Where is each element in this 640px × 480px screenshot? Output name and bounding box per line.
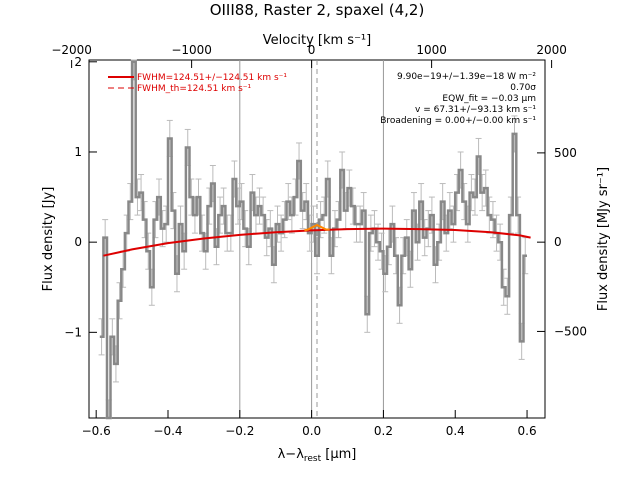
right-tick-label: −500	[554, 324, 587, 338]
top-tick-label: 0	[308, 43, 316, 57]
top-axis: −2000 −1000 0 1000 2000	[51, 43, 567, 68]
left-axis: −1 0 1 2	[64, 55, 97, 339]
x-tick-label: 0.2	[374, 424, 393, 438]
data-series-line	[99, 60, 527, 420]
chart-title: OIII88, Raster 2, spaxel (4,2)	[210, 1, 425, 19]
y-tick-label: 2	[74, 55, 82, 69]
top-tick-label: 2000	[536, 43, 567, 57]
y-tick-label: −1	[64, 325, 82, 339]
x-axis-label: λ−λrest [μm]	[278, 447, 357, 464]
right-axis-label: Flux density [MJy sr⁻¹]	[596, 167, 611, 311]
top-tick-label: −1000	[171, 43, 212, 57]
x-tick-label: 0.6	[518, 424, 537, 438]
x-tick-label: −0.6	[82, 424, 111, 438]
y-tick-label: 0	[74, 235, 82, 249]
x-tick-label: −0.2	[225, 424, 254, 438]
right-tick-label: 500	[554, 146, 577, 160]
y-tick-label: 1	[74, 145, 82, 159]
line-component-series	[304, 223, 330, 232]
right-tick-label: 0	[554, 235, 562, 249]
legend: FWHM=124.51+/−124.51 km s⁻¹ FWHM_th=124.…	[108, 73, 287, 94]
bottom-axis: −0.6 −0.4 −0.2 0.0 0.2 0.4 0.6	[82, 410, 537, 438]
x-tick-label: 0.0	[302, 424, 321, 438]
legend-label-fwhm: FWHM=124.51+/−124.51 km s⁻¹	[137, 73, 287, 83]
top-axis-label: Velocity [km s⁻¹]	[263, 33, 371, 48]
x-tick-label: −0.4	[153, 424, 182, 438]
annotation-broadening: Broadening = 0.00+/−0.00 km s⁻¹	[380, 116, 536, 126]
series-group	[99, 60, 531, 420]
annotation-flux: 9.90e−19+/−1.39e−18 W m⁻²	[397, 72, 536, 82]
reference-lines	[239, 60, 384, 418]
top-tick-label: −2000	[51, 43, 92, 57]
right-axis: −500 0 500	[537, 146, 587, 338]
annotations: 9.90e−19+/−1.39e−18 W m⁻² 0.70σ EQW_fit …	[380, 72, 536, 126]
top-tick-label: 1000	[416, 43, 447, 57]
legend-label-fwhm-th: FWHM_th=124.51 km s⁻¹	[137, 84, 252, 94]
annotation-eqw: EQW_fit = −0.03 μm	[442, 94, 536, 104]
annotation-velocity: v = 67.31+/−93.13 km s⁻¹	[415, 105, 536, 115]
annotation-sigma: 0.70σ	[510, 83, 536, 93]
x-tick-label: 0.4	[446, 424, 465, 438]
y-axis-label: Flux density [Jy]	[41, 187, 56, 292]
